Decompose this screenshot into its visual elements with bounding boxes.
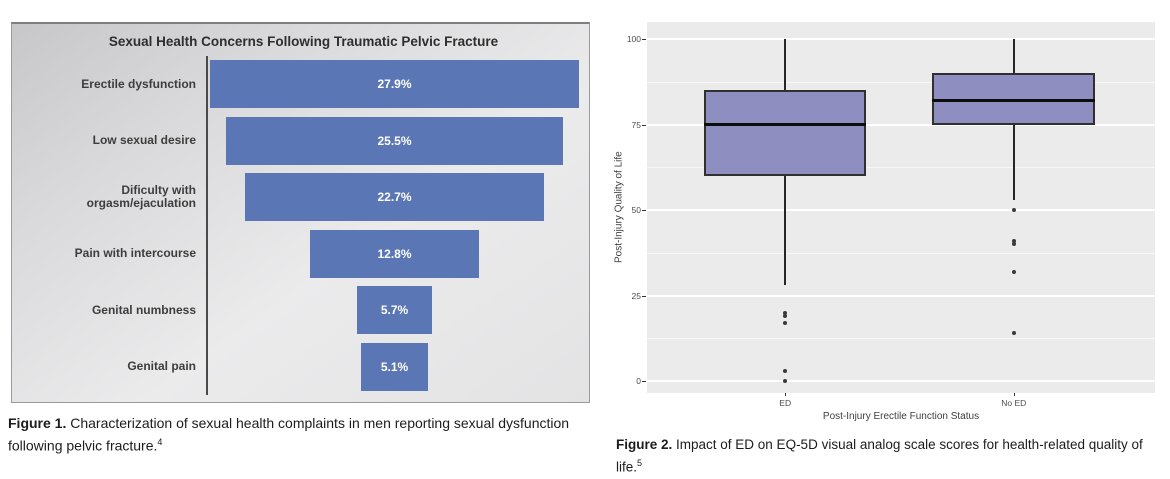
figure2-x-axis-title: Post-Injury Erectile Function Status	[822, 411, 980, 422]
y-tick-label: 100	[626, 34, 641, 45]
funnel-bar: 25.5%	[226, 116, 563, 165]
funnel-row: Erectile dysfunction 27.9%	[12, 56, 581, 113]
funnel-bar: 5.7%	[356, 286, 433, 335]
funnel-row: Low sexual desire 25.5%	[12, 112, 581, 169]
boxplot-outlier-dot	[1011, 331, 1016, 336]
boxplot-box	[703, 90, 867, 176]
funnel-row: Dificulty with orgasm/ejaculation 22.7%	[12, 169, 581, 226]
gridline-major	[647, 294, 1155, 297]
boxplot-outlier-dot	[783, 320, 788, 325]
boxplot-outlier-dot	[783, 379, 788, 383]
x-tick-label: ED	[779, 398, 792, 408]
gridline-major	[647, 209, 1155, 212]
figure1-caption-text: Characterization of sexual health compla…	[8, 415, 570, 454]
funnel-bar: 22.7%	[244, 173, 545, 222]
boxplot-outlier-dot	[1011, 238, 1016, 243]
y-tick-label: 25	[631, 290, 641, 301]
boxplot-group	[932, 22, 1096, 393]
boxplot-median-line	[932, 99, 1096, 103]
funnel-category-label: Low sexual desire	[92, 133, 196, 148]
x-tick-mark	[785, 393, 787, 396]
funnel-bar-track: 12.8%	[206, 225, 581, 282]
boxplot-outlier-dot	[783, 310, 788, 315]
figure1-caption-ref: 4	[157, 437, 163, 447]
y-tick-label: 75	[631, 119, 641, 130]
gridline-major	[647, 380, 1155, 382]
funnel-bar-value-label: 27.9%	[377, 77, 412, 92]
funnel-bar-track: 25.5%	[206, 112, 581, 169]
funnel-bar-value-label: 12.8%	[377, 246, 412, 261]
funnel-category-label: Genital numbness	[91, 302, 196, 317]
funnel-bar-value-label: 22.7%	[377, 190, 412, 205]
figure2-caption-label: Figure 2.	[616, 437, 673, 452]
funnel-bar-value-label: 25.5%	[377, 133, 412, 148]
y-tick-label: 0	[636, 376, 641, 386]
funnel-category-label: Pain with intercourse	[74, 246, 196, 261]
x-tick-label: No ED	[1001, 398, 1027, 408]
gridline-major	[647, 123, 1155, 126]
funnel-bar-track: 5.7%	[206, 282, 581, 339]
y-tick-mark	[642, 39, 646, 41]
funnel-bar-value-label: 5.1%	[380, 359, 409, 374]
boxplot-outlier-dot	[783, 314, 788, 319]
figure1-chart-title: Sexual Health Concerns Following Traumat…	[108, 34, 499, 49]
funnel-category-label: Dificulty with orgasm/ejaculation	[86, 183, 196, 211]
boxplot-outlier-dot	[1011, 242, 1016, 247]
boxplot-median-line	[703, 123, 867, 127]
figure1-bar-rows: Erectile dysfunction 27.9% Low sexual desi…	[12, 56, 581, 395]
boxplot-group	[703, 22, 867, 393]
y-tick-mark	[642, 210, 646, 212]
funnel-category-label: Erectile dysfunction	[81, 76, 196, 91]
gridline-minor	[647, 81, 1155, 83]
funnel-row: Genital pain 5.1%	[12, 338, 581, 395]
funnel-row: Genital numbness 5.7%	[12, 282, 581, 339]
boxplot-outlier-dot	[1011, 269, 1016, 274]
boxplot-panel	[647, 22, 1155, 393]
gridline-major	[647, 38, 1155, 41]
boxplot-outlier-dot	[783, 368, 788, 373]
boxplot-outlier-dot	[1011, 208, 1016, 213]
funnel-bar: 5.1%	[360, 342, 429, 391]
figure1-chart: Sexual Health Concerns Following Traumat…	[11, 22, 590, 403]
x-tick-mark	[1013, 393, 1015, 396]
gridline-minor	[647, 338, 1155, 340]
figure1-caption: Figure 1. Characterization of sexual hea…	[8, 414, 600, 456]
gridline-minor	[647, 252, 1155, 254]
gridline-minor	[647, 167, 1155, 169]
figure2-chart: Post-Injury Quality of Life 100 75 50 25 0 ED…	[608, 10, 1170, 435]
y-tick-mark	[642, 295, 646, 297]
funnel-bar-track: 27.9%	[206, 56, 581, 113]
funnel-bar-track: 22.7%	[206, 169, 581, 226]
figure2-caption-ref: 5	[637, 458, 643, 468]
funnel-row: Pain with intercourse 12.8%	[12, 225, 581, 282]
figure2-caption-text: Impact of ED on EQ-5D visual analog scal…	[616, 437, 1143, 475]
y-tick-label: 50	[631, 205, 641, 216]
figure2-caption: Figure 2. Impact of ED on EQ-5D visual a…	[616, 436, 1170, 477]
y-tick-mark	[642, 124, 646, 126]
funnel-category-label: Genital pain	[127, 359, 196, 374]
funnel-bar-value-label: 5.7%	[380, 303, 409, 318]
funnel-bar-track: 5.1%	[206, 338, 581, 395]
funnel-bar: 27.9%	[210, 60, 579, 109]
figure1-caption-label: Figure 1.	[8, 415, 67, 431]
y-tick-mark	[642, 381, 646, 382]
boxplot-box	[932, 73, 1096, 125]
funnel-bar: 12.8%	[310, 229, 479, 278]
